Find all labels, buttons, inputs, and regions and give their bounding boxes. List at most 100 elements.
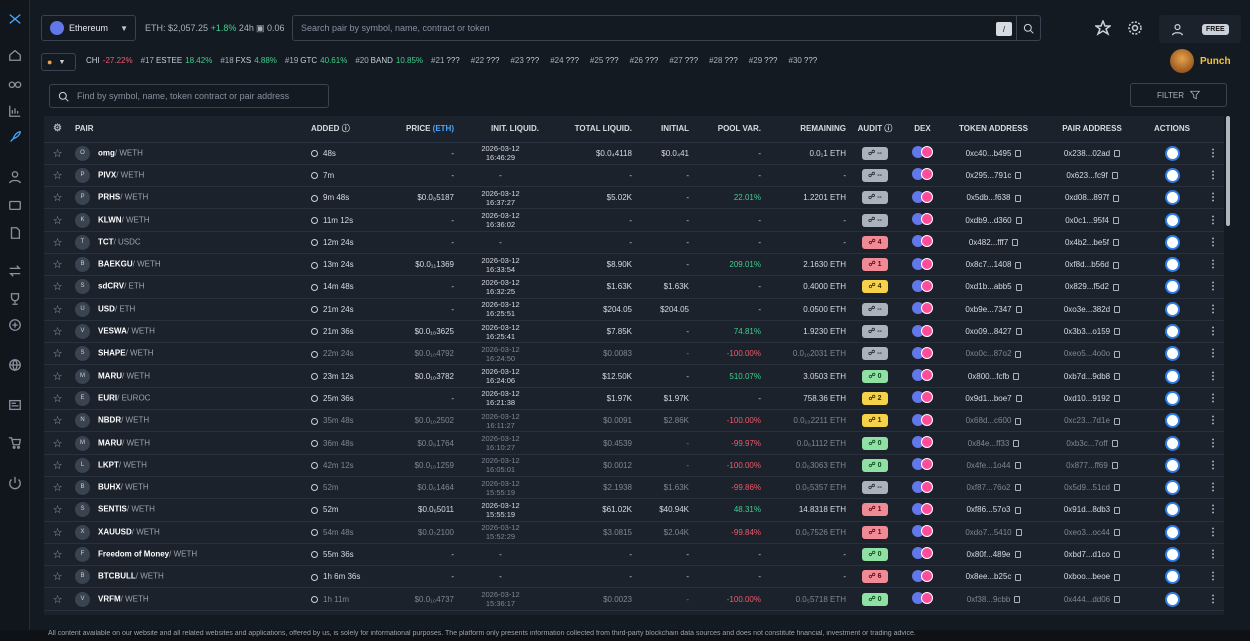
chart-action-icon[interactable] [1164, 212, 1180, 228]
token-address[interactable]: 0x295...791c [965, 170, 1012, 180]
table-row[interactable]: ☆ P PIVX/ WETH 7m - - - - - - ☍ -- 0x295...791c 0x62… [44, 164, 1224, 188]
copy-icon[interactable] [1012, 239, 1019, 247]
table-row[interactable]: ☆ V VESWA/ WETH 21m 36s $0.0₁₀3625 2026-03-12… [44, 320, 1224, 344]
user-menu[interactable]: FREE [1159, 15, 1241, 43]
pair-address[interactable]: 0xb3c...7off [1066, 438, 1108, 448]
dex-icons[interactable] [912, 480, 933, 493]
copy-icon[interactable] [1114, 573, 1121, 581]
table-row[interactable]: ☆ P PRHS/ WETH 9m 48s $0.0₈5187 2026-03-12 16:… [44, 186, 1224, 210]
ticker-item[interactable]: #17 ESTEE 18.42% [141, 56, 213, 65]
pair-address[interactable]: 0x0c1...95f4 [1065, 215, 1109, 225]
pair-base[interactable]: EURI [98, 393, 118, 403]
dex-icons[interactable] [912, 369, 933, 382]
table-row[interactable]: ☆ T TCT/ USDC 12m 24s - - - - - - ☍ 4 0x482...fff7 0… [44, 231, 1224, 254]
audit-badge[interactable]: ☍ -- [862, 213, 888, 227]
binoculars-icon[interactable] [6, 74, 24, 92]
pair-address[interactable]: 0xd08...897f [1064, 193, 1110, 203]
chain-selector[interactable]: Ethereum ▼ [41, 15, 136, 41]
col-added[interactable]: ADDED ⓘ [263, 116, 373, 143]
audit-badge[interactable]: ☍ 1 [862, 525, 888, 539]
audit-badge[interactable]: ☍ 0 [862, 592, 888, 606]
token-address[interactable]: 0xo0c...87o2 [965, 349, 1012, 359]
table-row[interactable]: ☆ M MARU/ WETH 36m 48s $0.0₈1764 2026-03-12 16… [44, 431, 1224, 455]
copy-icon[interactable] [1014, 506, 1021, 514]
filter-button[interactable]: FILTER [1130, 83, 1227, 107]
pair-address[interactable]: 0xd10...9192 [1063, 393, 1111, 403]
more-options-icon[interactable]: ⋮ [1208, 192, 1218, 204]
dex-icons[interactable] [912, 168, 933, 181]
ticker-item[interactable]: #28??? [709, 56, 741, 65]
more-options-icon[interactable]: ⋮ [1208, 326, 1218, 338]
col-audit[interactable]: AUDIT ⓘ [850, 116, 900, 143]
favorite-star-icon[interactable]: ☆ [52, 303, 63, 316]
chart-action-icon[interactable] [1164, 234, 1180, 250]
audit-badge[interactable]: ☍ 1 [862, 414, 888, 428]
copy-icon[interactable] [1015, 283, 1022, 291]
ticker-item[interactable]: #19 GTC 40.61% [285, 56, 347, 65]
more-options-icon[interactable]: ⋮ [1208, 214, 1218, 226]
copy-icon[interactable] [1013, 439, 1020, 447]
chart-action-icon[interactable] [1164, 591, 1180, 607]
dex-icons[interactable] [912, 547, 933, 560]
chart-action-icon[interactable] [1164, 457, 1180, 473]
token-address[interactable]: 0x800...fcfb [967, 371, 1010, 381]
pair-address[interactable]: 0x5d9...51cd [1064, 483, 1110, 493]
chart-action-icon[interactable] [1164, 546, 1180, 562]
favorite-star-icon[interactable]: ☆ [52, 482, 63, 495]
copy-icon[interactable] [1113, 417, 1120, 425]
table-row[interactable]: ☆ S SHAPE/ WETH 22m 24s $0.0₁₀4792 2026-03-12… [44, 342, 1224, 366]
dex-icons[interactable] [912, 569, 933, 582]
pair-address[interactable]: 0x4b2...be5f [1064, 237, 1110, 247]
favorite-star-icon[interactable]: ☆ [52, 192, 63, 205]
copy-icon[interactable] [1114, 350, 1121, 358]
more-options-icon[interactable]: ⋮ [1208, 147, 1218, 159]
dex-icons[interactable] [912, 525, 933, 538]
copy-icon[interactable] [1015, 573, 1022, 581]
table-row[interactable]: ☆ B BTCBULL/ WETH 1h 6m 36s - - - - - - ☍ 6 0x8ee..… [44, 565, 1224, 589]
token-address[interactable]: 0xf87...76o2 [966, 483, 1011, 493]
pair-base[interactable]: SHAPE [98, 348, 126, 358]
audit-badge[interactable]: ☍ 0 [862, 436, 888, 450]
chart-action-icon[interactable] [1164, 324, 1180, 340]
dex-icons[interactable] [912, 146, 933, 159]
chart-action-icon[interactable] [1164, 346, 1180, 362]
favorite-star-icon[interactable]: ☆ [52, 281, 63, 294]
favorite-star-icon[interactable]: ☆ [52, 370, 63, 383]
more-options-icon[interactable]: ⋮ [1208, 415, 1218, 427]
search-button[interactable] [1016, 16, 1040, 40]
copy-icon[interactable] [1015, 306, 1022, 314]
audit-badge[interactable]: ☍ -- [862, 347, 888, 361]
col-pool-variation[interactable]: POOL VAR. [693, 116, 765, 143]
copy-icon[interactable] [1111, 172, 1118, 180]
copy-icon[interactable] [1113, 551, 1120, 559]
table-row[interactable]: ☆ X XAUUSD/ WETH 54m 48s $0.0₇2100 2026-03-12… [44, 521, 1224, 544]
table-row[interactable]: ☆ N NBDR/ WETH 35m 48s $0.0₁₀2502 2026-03-12 1… [44, 409, 1224, 433]
favorite-star-icon[interactable]: ☆ [52, 348, 63, 361]
pair-base[interactable]: sdCRV [98, 282, 125, 292]
chart-action-icon[interactable] [1164, 257, 1180, 273]
more-options-icon[interactable]: ⋮ [1208, 259, 1218, 271]
favorite-star-icon[interactable]: ☆ [52, 437, 63, 450]
token-address[interactable]: 0x482...fff7 [968, 237, 1009, 247]
pair-address[interactable]: 0xbd7...d1co [1064, 549, 1110, 559]
pair-address[interactable]: 0xf8d...b56d [1064, 260, 1110, 270]
audit-badge[interactable]: ☍ -- [862, 168, 888, 182]
copy-icon[interactable] [1015, 417, 1022, 425]
copy-icon[interactable] [1114, 328, 1121, 336]
pair-base[interactable]: BTCBULL [98, 571, 136, 581]
token-address[interactable]: 0x68d...c600 [965, 416, 1012, 426]
ticker-item[interactable]: #23??? [510, 56, 542, 65]
token-address[interactable]: 0xc40...b495 [965, 148, 1012, 158]
more-options-icon[interactable]: ⋮ [1208, 281, 1218, 293]
chart-action-icon[interactable] [1164, 190, 1180, 206]
col-dex[interactable]: DEX [900, 116, 945, 143]
pair-base[interactable]: NBDR [98, 415, 122, 425]
cart-icon[interactable] [6, 434, 24, 452]
token-address[interactable]: 0x8c7...1408 [965, 260, 1012, 270]
chart-action-icon[interactable] [1164, 390, 1180, 406]
ticker-item[interactable]: #29??? [749, 56, 781, 65]
chart-action-icon[interactable] [1164, 435, 1180, 451]
dex-icons[interactable] [912, 592, 933, 605]
pair-address[interactable]: 0x623...fc9f [1066, 170, 1108, 180]
